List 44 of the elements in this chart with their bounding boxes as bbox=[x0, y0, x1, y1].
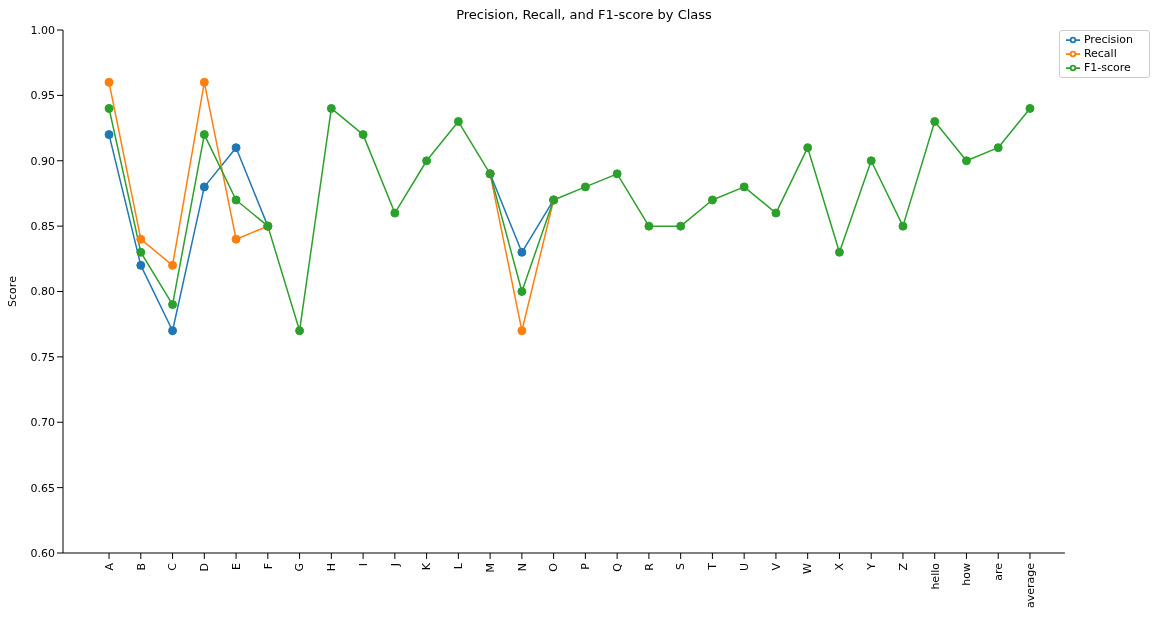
x-tick-label: are bbox=[992, 562, 1006, 581]
legend-label: F1-score bbox=[1083, 61, 1131, 74]
x-tick-label: L bbox=[452, 562, 466, 570]
x-tick-label: E bbox=[229, 562, 243, 570]
x-tick-label: V bbox=[769, 562, 783, 571]
x-tick-label: T bbox=[706, 562, 720, 571]
chart-title: Precision, Recall, and F1-score by Class bbox=[455, 7, 713, 22]
legend-label: Recall bbox=[1083, 47, 1117, 60]
y-tick-label: 1.00 bbox=[30, 23, 55, 37]
x-tick-label: F bbox=[261, 563, 275, 570]
y-tick-label: 0.65 bbox=[30, 481, 55, 495]
x-tick-label: I bbox=[356, 563, 370, 567]
x-tick-label: X bbox=[833, 562, 847, 571]
x-tick-label: K bbox=[420, 562, 434, 571]
x-tick-label: W bbox=[801, 562, 815, 574]
x-tick-label: M bbox=[483, 563, 497, 573]
x-tick-label: Y bbox=[865, 562, 878, 571]
x-tick-label: H bbox=[325, 563, 339, 572]
x-tick-label: U bbox=[737, 563, 751, 572]
x-tick-label: J bbox=[388, 563, 402, 568]
x-tick-label: G bbox=[293, 563, 307, 572]
x-tick-label: S bbox=[674, 562, 688, 570]
legend-label: Precision bbox=[1083, 33, 1133, 46]
y-tick-label: 0.75 bbox=[30, 350, 55, 364]
y-tick-label: 0.95 bbox=[30, 89, 55, 103]
x-tick-label: R bbox=[642, 562, 656, 571]
y-axis-title: Score bbox=[5, 275, 19, 307]
y-tick-label: 0.60 bbox=[30, 546, 55, 560]
x-tick-label: D bbox=[198, 563, 212, 572]
x-tick-label: Q bbox=[610, 562, 624, 572]
y-tick-label: 0.70 bbox=[30, 416, 55, 430]
x-tick-label: O bbox=[547, 562, 561, 572]
x-tick-label: B bbox=[134, 563, 148, 571]
x-tick-label: hello bbox=[928, 562, 942, 590]
y-tick-label: 0.90 bbox=[30, 154, 55, 168]
x-tick-label: how bbox=[960, 563, 974, 586]
y-tick-label: 0.80 bbox=[30, 285, 55, 299]
x-tick-label: average bbox=[1023, 562, 1037, 609]
x-tick-label: A bbox=[102, 562, 116, 571]
y-tick-label: 0.85 bbox=[30, 220, 55, 234]
x-tick-label: Z bbox=[896, 562, 910, 571]
x-tick-label: N bbox=[515, 563, 529, 572]
x-tick-label: C bbox=[166, 562, 180, 571]
x-tick-label: P bbox=[579, 562, 593, 570]
